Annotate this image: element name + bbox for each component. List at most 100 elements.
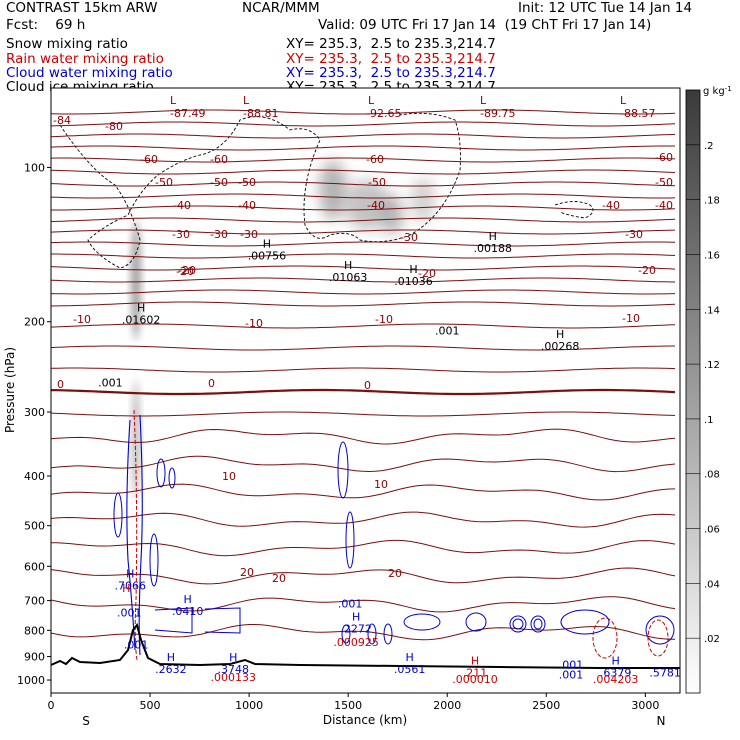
- isotherm-label: -89.75: [480, 107, 515, 120]
- extremum-value: .00268: [541, 340, 580, 353]
- extremum-mark: H: [184, 593, 192, 606]
- colorbar-unit-exp: -1: [725, 85, 732, 93]
- extremum-mark: H: [409, 263, 417, 276]
- isotherm-label: -20: [638, 264, 656, 277]
- cloud-water-cell: [645, 615, 675, 645]
- x-tick-label: 1000: [235, 699, 263, 712]
- isotherm-label: -40: [367, 199, 385, 212]
- cloud-water-cell: [204, 607, 241, 634]
- x-axis-label: Distance (km): [323, 713, 407, 727]
- extremum-mark: H: [405, 651, 413, 664]
- isotherm-line: [51, 253, 676, 259]
- isotherm-label: -50: [368, 176, 386, 189]
- cloud-water-cell: [113, 492, 123, 538]
- x-axis: 0 500 1000 1500 2000 2500 3000: [48, 693, 659, 712]
- extremum-value: .0410: [172, 605, 204, 618]
- extremum-value: .5781: [649, 666, 681, 679]
- y-tick-label: 300: [24, 406, 45, 419]
- field-name-cloud-water: Cloud water mixing ratio: [6, 65, 173, 81]
- x-tick-label: 2500: [532, 699, 560, 712]
- extremum-value: .7066: [114, 580, 146, 593]
- valid-time: Valid: 09 UTC Fri 17 Jan 14 (19 ChT Fri …: [318, 17, 652, 33]
- colorbar-unit: g kg-1: [703, 85, 732, 97]
- isotherm-label: -10: [73, 313, 91, 326]
- colorbar-tick-label: .06: [704, 525, 720, 536]
- extremum-value: .001: [117, 606, 142, 619]
- isotherm-label: 20: [388, 567, 402, 580]
- cloud-water-cell: [403, 613, 441, 631]
- isotherm-label: -50: [655, 176, 673, 189]
- field-name-snow: Snow mixing ratio: [6, 36, 128, 52]
- cloud-water-cell: [383, 623, 393, 645]
- field-xy-cloud-water: XY= 235.3, 2.5 to 235.3,214.7: [286, 65, 496, 81]
- isotherm-line: [50, 289, 676, 295]
- field-xy-rain: XY= 235.3, 2.5 to 235.3,214.7: [286, 51, 496, 67]
- x-tick-label: 3000: [631, 699, 659, 712]
- cloud-water-contours: [113, 409, 675, 661]
- extremum-mark: H: [229, 651, 237, 664]
- rain-cell: [592, 617, 618, 659]
- isotherm-line: [51, 205, 676, 211]
- extremum-value: .01602: [122, 314, 161, 327]
- plot-frame: [50, 87, 681, 694]
- isotherm-line: [50, 193, 676, 199]
- isotherm-label: -10: [245, 317, 263, 330]
- extremum-value: .001: [559, 669, 584, 682]
- isotherm-label: 20: [240, 566, 254, 579]
- extremum-value: .001: [338, 597, 363, 610]
- isotherm-line: [50, 596, 676, 613]
- cloud-ice-outline: [59, 112, 461, 269]
- extremum-value: .001: [98, 376, 123, 389]
- cloud-water-cell: [156, 458, 166, 488]
- field-xy-snow: XY= 235.3, 2.5 to 235.3,214.7: [286, 36, 496, 52]
- colorbar-tick-label: .2: [704, 141, 714, 152]
- cloud-water-cell: [512, 618, 524, 630]
- low-marker: L: [620, 94, 627, 107]
- cloud-water-cell: [341, 624, 351, 644]
- ice-cloud-4: [411, 178, 435, 222]
- cloud-water-cell: [345, 511, 355, 569]
- cloud-water-cell: [533, 618, 543, 630]
- extremum-value: .0561: [394, 663, 426, 676]
- isotherm-lines: [50, 109, 676, 641]
- extremum-value: .000133: [211, 671, 257, 684]
- isotherm-line: [50, 483, 676, 501]
- isotherm-label: -30: [625, 228, 643, 241]
- isotherm-line: [50, 265, 676, 271]
- colorbar-tick-label: .02: [704, 634, 720, 645]
- y-tick-label: 1000: [17, 674, 45, 687]
- x-tick-label: 0: [48, 699, 55, 712]
- isotherm-line: [50, 169, 676, 175]
- extremum-value: .000925: [333, 636, 379, 649]
- cloud-water-cell: [367, 623, 377, 645]
- isotherm-line: [50, 323, 676, 329]
- x-tick-label: 500: [140, 699, 161, 712]
- extremum-mark: H: [556, 328, 564, 341]
- isotherm-line: [50, 181, 676, 187]
- field-name-rain: Rain water mixing ratio: [6, 51, 164, 67]
- colorbar-tick-label: .1: [704, 415, 714, 426]
- isotherm-label: -84: [53, 114, 71, 127]
- isotherm-line: [50, 428, 676, 445]
- colorbar-tick-label: .04: [704, 579, 720, 590]
- isotherm-label: -60: [655, 151, 673, 164]
- ice-cloud-1: [319, 160, 347, 220]
- extremum-mark: H: [122, 582, 130, 595]
- model-title: CONTRAST 15km ARW: [6, 0, 158, 16]
- rain-cell: [647, 619, 669, 657]
- extremum-mark: H: [344, 259, 352, 272]
- x-axis-end-label: N: [657, 714, 666, 728]
- isotherm-line: [50, 301, 676, 307]
- isotherm-line: [50, 229, 676, 235]
- isotherm-label: -50: [210, 176, 228, 189]
- isotherm-line: [50, 388, 676, 396]
- isotherm-label: -40: [602, 199, 620, 212]
- isotherm-label: -40: [173, 199, 191, 212]
- isotherm-label: 10: [374, 478, 388, 491]
- isotherm-label: -40: [238, 199, 256, 212]
- y-axis: 100 200 300 400 500 600 700 800 900 1000: [17, 161, 51, 687]
- isotherm-label: -20: [418, 267, 436, 280]
- isotherm-label: -60: [140, 153, 158, 166]
- cloud-water-cell: [560, 609, 610, 635]
